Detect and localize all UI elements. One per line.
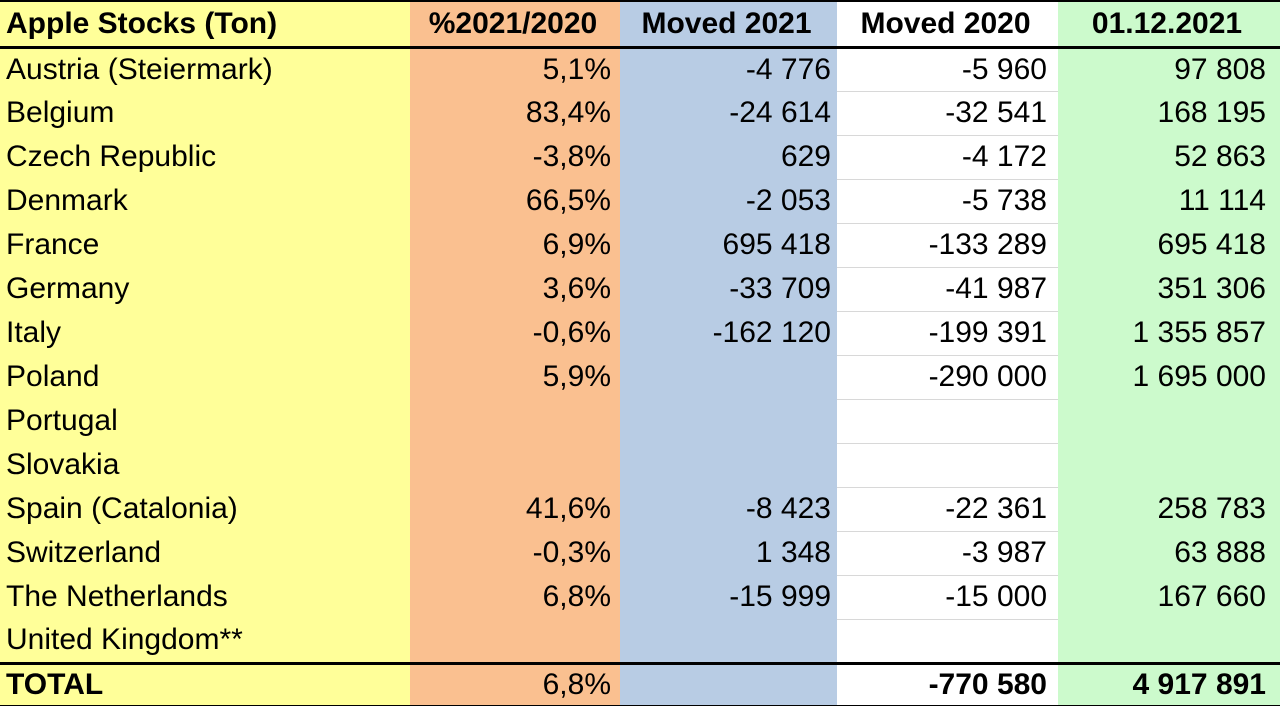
stock-cell: 168 195 [1058,91,1280,135]
stock-cell: 63 888 [1058,531,1280,575]
moved-2021-cell: -4 776 [620,47,837,91]
stock-cell: 167 660 [1058,575,1280,619]
stock-cell: 52 863 [1058,135,1280,179]
table-row-poland: Poland 5,9% -290 000 1 695 000 [0,355,1280,400]
moved-2020-cell: -32 541 [837,91,1058,136]
country-cell: Poland [0,355,410,399]
country-cell: Spain (Catalonia) [0,487,410,531]
total-row: TOTAL 6,8% -770 580 4 917 891 [0,661,1280,706]
stock-cell: 258 783 [1058,487,1280,531]
country-cell: Austria (Steiermark) [0,47,410,91]
country-cell: The Netherlands [0,575,410,619]
country-cell: Portugal [0,399,410,443]
moved-2021-cell: -24 614 [620,91,837,135]
pct-cell: 5,9% [410,355,620,399]
pct-cell: 83,4% [410,91,620,135]
country-cell: Italy [0,311,410,355]
moved-2020-cell: -5 738 [837,179,1058,224]
country-cell: Slovakia [0,443,410,487]
moved-2021-cell: 695 418 [620,223,837,267]
moved-2020-cell: -5 960 [837,47,1058,92]
table-row-portugal: Portugal [0,399,1280,444]
pct-cell: 3,6% [410,267,620,311]
country-cell: Belgium [0,91,410,135]
stock-cell: 11 114 [1058,179,1280,223]
moved-2020-cell: -41 987 [837,267,1058,312]
pct-cell: 6,9% [410,223,620,267]
country-cell: Denmark [0,179,410,223]
total-moved-2021-cell [620,661,837,706]
moved-2020-cell: -290 000 [837,355,1058,400]
table-row-denmark: Denmark 66,5% -2 053 -5 738 11 114 [0,179,1280,224]
pct-cell: 5,1% [410,47,620,91]
moved-2020-cell: -133 289 [837,223,1058,268]
stock-cell: 695 418 [1058,223,1280,267]
moved-2021-cell [620,443,837,487]
pct-cell [410,443,620,487]
moved-2020-cell [837,399,1058,444]
moved-2020-cell [837,619,1058,664]
total-moved-2020-cell: -770 580 [837,661,1058,706]
table-row-slovakia: Slovakia [0,443,1280,488]
header-pct-2021-2020: %2021/2020 [410,1,620,49]
table-row-czech-republic: Czech Republic -3,8% 629 -4 172 52 863 [0,135,1280,180]
stock-cell [1058,399,1280,443]
moved-2021-cell: -8 423 [620,487,837,531]
country-cell: France [0,223,410,267]
table-row-spain: Spain (Catalonia) 41,6% -8 423 -22 361 2… [0,487,1280,532]
moved-2021-cell [620,355,837,399]
moved-2020-cell: -4 172 [837,135,1058,180]
moved-2021-cell: -162 120 [620,311,837,355]
pct-cell: -0,6% [410,311,620,355]
moved-2020-cell [837,443,1058,488]
moved-2021-cell: -15 999 [620,575,837,619]
total-pct-cell: 6,8% [410,661,620,706]
moved-2020-cell: -199 391 [837,311,1058,356]
pct-cell: 6,8% [410,575,620,619]
moved-2021-cell: 1 348 [620,531,837,575]
table-row-belgium: Belgium 83,4% -24 614 -32 541 168 195 [0,91,1280,136]
country-cell: Czech Republic [0,135,410,179]
pct-cell: -0,3% [410,531,620,575]
pct-cell [410,399,620,443]
header-moved-2021: Moved 2021 [620,1,837,49]
moved-2021-cell [620,399,837,443]
country-cell: Germany [0,267,410,311]
stock-cell [1058,443,1280,487]
moved-2021-cell [620,619,837,663]
country-cell: Switzerland [0,531,410,575]
header-apple-stocks-ton: Apple Stocks (Ton) [0,1,410,49]
total-label-cell: TOTAL [0,661,410,706]
stock-cell: 351 306 [1058,267,1280,311]
stock-cell: 1 355 857 [1058,311,1280,355]
table-row-germany: Germany 3,6% -33 709 -41 987 351 306 [0,267,1280,312]
stock-cell: 97 808 [1058,47,1280,91]
country-cell: United Kingdom** [0,619,410,663]
pct-cell: -3,8% [410,135,620,179]
table-row-italy: Italy -0,6% -162 120 -199 391 1 355 857 [0,311,1280,356]
moved-2020-cell: -22 361 [837,487,1058,532]
stock-cell: 1 695 000 [1058,355,1280,399]
total-stock-cell: 4 917 891 [1058,661,1280,706]
header-date-01-12-2021: 01.12.2021 [1058,1,1280,49]
moved-2021-cell: -33 709 [620,267,837,311]
moved-2020-cell: -15 000 [837,575,1058,620]
stock-cell [1058,619,1280,663]
table-row-france: France 6,9% 695 418 -133 289 695 418 [0,223,1280,268]
pct-cell: 41,6% [410,487,620,531]
table-row-netherlands: The Netherlands 6,8% -15 999 -15 000 167… [0,575,1280,620]
table-row-austria: Austria (Steiermark) 5,1% -4 776 -5 960 … [0,47,1280,92]
moved-2021-cell: -2 053 [620,179,837,223]
header-row: Apple Stocks (Ton) %2021/2020 Moved 2021… [0,1,1280,49]
pct-cell: 66,5% [410,179,620,223]
moved-2021-cell: 629 [620,135,837,179]
moved-2020-cell: -3 987 [837,531,1058,576]
header-moved-2020: Moved 2020 [837,1,1058,49]
table-row-switzerland: Switzerland -0,3% 1 348 -3 987 63 888 [0,531,1280,576]
pct-cell [410,619,620,663]
table-row-united-kingdom: United Kingdom** [0,619,1280,664]
